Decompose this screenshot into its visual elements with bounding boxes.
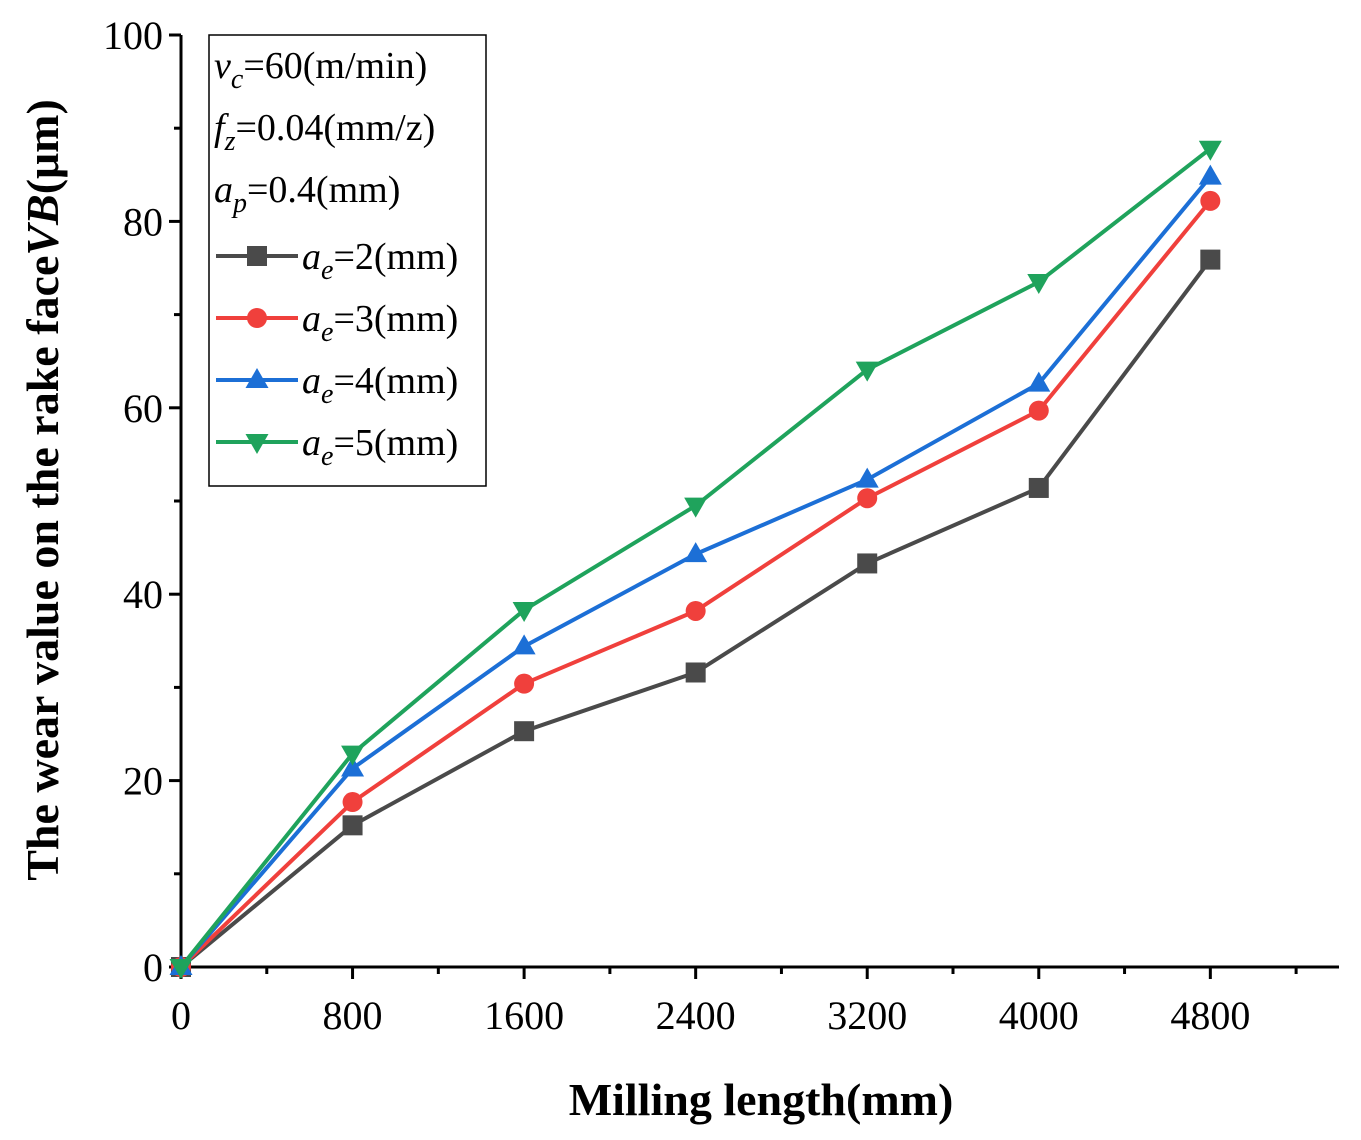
- data-point: [684, 542, 708, 563]
- data-point: [512, 602, 536, 623]
- legend: vc=60(m/min) fz=0.04(mm/z) ap=0.4(mm) ae=2(…: [208, 34, 487, 487]
- legend-label: ae=2(mm): [302, 236, 458, 286]
- x-tick-label: 1600: [484, 993, 564, 1038]
- legend-label: ae=3(mm): [302, 298, 458, 348]
- legend-condition-p: ap=0.4(mm): [214, 169, 400, 219]
- data-point: [855, 361, 879, 382]
- data-point: [341, 756, 365, 777]
- y-axis-title: The wear value on the rake faceVB(μm): [17, 99, 68, 881]
- legend-condition-c: vc=60(m/min): [214, 45, 427, 95]
- y-tick-label: 60: [123, 386, 163, 431]
- y-axis-title-unit: (μm): [17, 99, 68, 194]
- x-axis-ticks: 0 800 1600 2400 3200 4000 4800: [171, 967, 1298, 1038]
- legend-marker: [245, 368, 269, 388]
- data-point: [512, 634, 536, 655]
- series-ae-5: [169, 140, 1222, 979]
- y-axis-title-prefix: The wear value on the rake face: [17, 256, 68, 881]
- data-point: [514, 673, 535, 694]
- y-tick-label: 80: [123, 199, 163, 244]
- data-point: [857, 488, 878, 509]
- data-point: [341, 745, 365, 766]
- x-tick-label: 4800: [1170, 993, 1250, 1038]
- data-point: [169, 959, 193, 979]
- y-tick-label: 100: [103, 13, 163, 58]
- data-point: [685, 600, 706, 621]
- legend-label: ae=5(mm): [302, 422, 458, 472]
- y-axis-ticks: 0 20 40 60 80 100: [103, 13, 181, 990]
- data-point: [684, 497, 708, 518]
- x-tick-label: 0: [171, 993, 191, 1038]
- legend-entry: ae=3(mm): [216, 298, 458, 348]
- data-point: [1200, 249, 1221, 270]
- series-layer: [169, 140, 1222, 979]
- legend-marker: [245, 434, 269, 454]
- x-tick-label: 3200: [827, 993, 907, 1038]
- legend-marker: [247, 308, 267, 328]
- data-point: [685, 662, 706, 683]
- y-axis-title-symbol: VB: [17, 194, 68, 255]
- y-tick-label: 0: [143, 945, 163, 990]
- series-ae-4: [169, 164, 1222, 975]
- y-tick-label: 20: [123, 759, 163, 804]
- x-axis-title: Milling length(mm): [569, 1074, 954, 1125]
- legend-entry: ae=5(mm): [216, 422, 458, 472]
- data-point: [1200, 190, 1221, 211]
- legend-condition-z: fz=0.04(mm/z): [214, 107, 435, 157]
- x-tick-label: 2400: [656, 993, 736, 1038]
- legend-entry: ae=4(mm): [216, 360, 458, 410]
- data-point: [1027, 273, 1051, 294]
- data-point: [514, 721, 535, 742]
- data-point: [342, 792, 363, 813]
- y-tick-label: 40: [123, 572, 163, 617]
- x-tick-label: 4000: [999, 993, 1079, 1038]
- data-point: [855, 467, 879, 488]
- data-point: [342, 815, 363, 836]
- x-tick-label: 800: [323, 993, 383, 1038]
- legend-label: ae=4(mm): [302, 360, 458, 410]
- data-point: [1028, 400, 1049, 421]
- data-point: [1027, 371, 1051, 392]
- data-point: [1198, 140, 1222, 161]
- data-point: [1028, 477, 1049, 498]
- data-point: [1198, 164, 1222, 185]
- legend-entry: ae=2(mm): [216, 236, 458, 286]
- legend-marker: [247, 246, 267, 266]
- data-point: [857, 553, 878, 574]
